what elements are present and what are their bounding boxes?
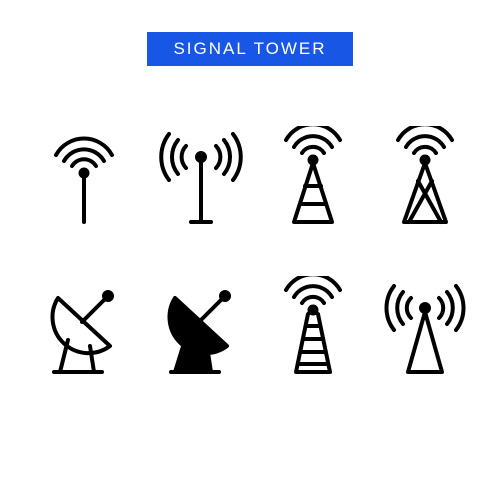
icon-cell: [380, 116, 470, 226]
icon-cell: [156, 266, 246, 376]
wifi-tower-lattice-icon: [274, 126, 352, 226]
title-badge: SIGNAL TOWER: [147, 32, 352, 66]
icon-cell: [156, 116, 246, 226]
wifi-tower-solid-icon: [380, 276, 470, 376]
icon-cell: [40, 116, 128, 226]
satellite-dish-outline-icon: [40, 276, 128, 376]
satellite-dish-filled-icon: [157, 276, 245, 376]
wifi-tower-crossed-icon: [386, 126, 464, 226]
wifi-antenna-thin-icon: [45, 126, 123, 226]
icon-grid: [40, 116, 460, 376]
wifi-antenna-burst-icon: [156, 126, 246, 226]
title-text: SIGNAL TOWER: [173, 39, 326, 58]
icon-cell: [274, 266, 352, 376]
wifi-tower-striped-icon: [274, 276, 352, 376]
icon-cell: [274, 116, 352, 226]
icon-cell: [40, 266, 128, 376]
icon-cell: [380, 266, 470, 376]
